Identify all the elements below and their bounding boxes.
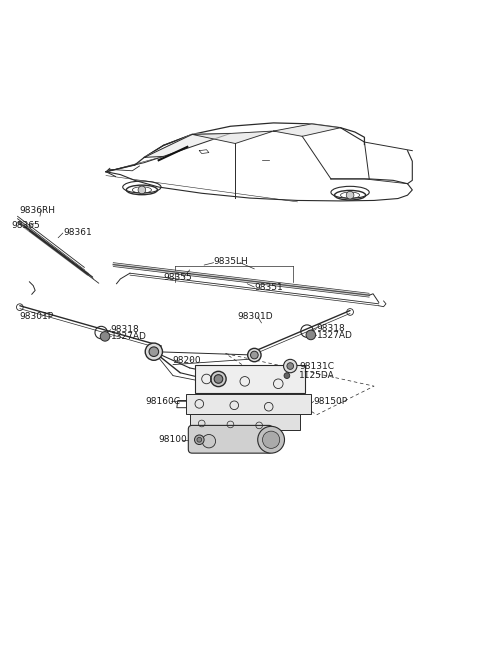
Text: 98200: 98200: [172, 356, 201, 366]
FancyBboxPatch shape: [186, 394, 311, 414]
Circle shape: [211, 372, 226, 387]
Text: 98301D: 98301D: [238, 312, 273, 321]
Text: 1327AD: 1327AD: [111, 332, 147, 341]
Circle shape: [284, 373, 290, 378]
Polygon shape: [274, 124, 340, 136]
Text: 9835LH: 9835LH: [214, 257, 249, 266]
Text: 1125DA: 1125DA: [300, 371, 335, 380]
Circle shape: [138, 186, 146, 193]
Circle shape: [194, 435, 204, 444]
Circle shape: [263, 431, 280, 448]
Circle shape: [149, 347, 158, 356]
Polygon shape: [144, 133, 230, 157]
FancyBboxPatch shape: [194, 365, 305, 394]
Text: 98355: 98355: [163, 273, 192, 281]
Text: 1327AD: 1327AD: [317, 331, 352, 340]
Text: 98361: 98361: [63, 229, 92, 237]
Text: 9836RH: 9836RH: [20, 205, 56, 215]
Circle shape: [202, 434, 216, 448]
Circle shape: [346, 191, 354, 199]
Circle shape: [306, 330, 316, 340]
FancyBboxPatch shape: [188, 426, 273, 453]
Circle shape: [145, 343, 162, 360]
Text: 98160C: 98160C: [146, 397, 180, 406]
Circle shape: [100, 331, 110, 341]
Circle shape: [248, 348, 261, 362]
Circle shape: [197, 438, 202, 442]
Text: 98301P: 98301P: [19, 311, 53, 321]
Text: 98131C: 98131C: [300, 362, 335, 371]
Text: 98351: 98351: [254, 283, 283, 291]
Text: 98318: 98318: [317, 324, 345, 334]
Circle shape: [287, 363, 294, 370]
Text: 98150P: 98150P: [314, 397, 348, 406]
Circle shape: [214, 375, 223, 384]
Polygon shape: [192, 131, 274, 143]
Circle shape: [258, 426, 285, 453]
Circle shape: [284, 360, 297, 373]
Text: 98318: 98318: [111, 325, 140, 334]
Text: 98365: 98365: [11, 221, 40, 230]
Text: 98100: 98100: [158, 436, 187, 444]
FancyBboxPatch shape: [190, 414, 300, 430]
Circle shape: [251, 352, 258, 359]
